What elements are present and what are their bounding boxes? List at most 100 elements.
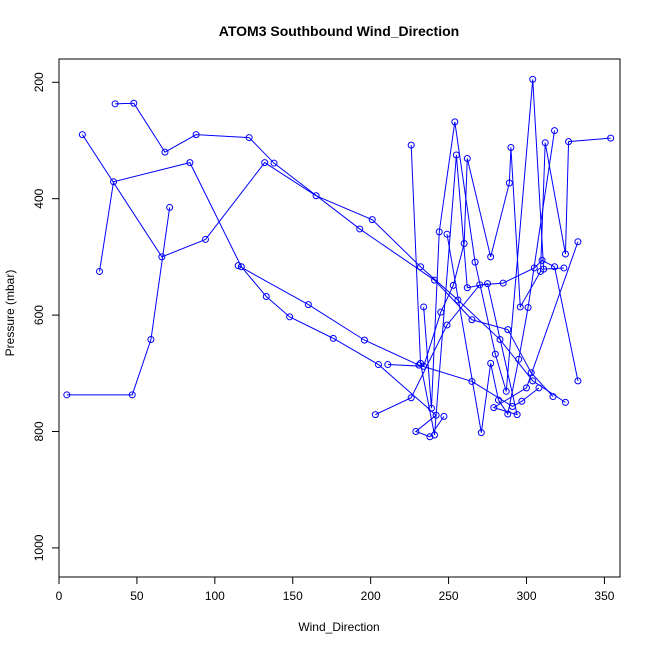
data-point <box>487 253 495 261</box>
data-point <box>484 280 492 288</box>
x-axis-label: Wind_Direction <box>298 620 379 634</box>
series-1 <box>96 159 448 441</box>
data-point <box>412 427 420 435</box>
series-line <box>410 145 579 436</box>
data-point <box>477 429 485 437</box>
x-tick-label: 50 <box>130 589 144 603</box>
series-4 <box>234 262 543 410</box>
data-point <box>130 99 138 107</box>
data-point <box>529 75 537 83</box>
data-point <box>551 127 559 135</box>
data-point <box>262 292 270 300</box>
data-point <box>166 203 174 211</box>
series-9 <box>443 127 559 437</box>
data-point <box>147 336 155 344</box>
data-point <box>407 394 415 402</box>
data-point <box>96 267 104 275</box>
data-point <box>535 384 543 392</box>
series-line <box>446 130 556 433</box>
data-point <box>452 151 460 159</box>
data-point <box>368 216 376 224</box>
series-line <box>81 134 566 403</box>
data-point <box>491 350 499 358</box>
data-point <box>513 411 521 419</box>
data-point <box>507 143 515 151</box>
y-axis: 200 400 600 800 1000 <box>32 72 60 561</box>
x-tick-label: 150 <box>283 589 303 603</box>
data-point <box>523 384 530 392</box>
data-point <box>561 250 569 258</box>
data-point <box>487 359 495 367</box>
x-tick-label: 300 <box>516 589 536 603</box>
data-point <box>356 225 364 233</box>
data-point <box>304 301 312 309</box>
data-point <box>192 131 200 139</box>
series-7 <box>420 75 568 412</box>
y-axis-label: Pressure (mbar) <box>3 270 17 357</box>
data-point <box>384 361 392 369</box>
data-point <box>417 359 425 367</box>
data-point <box>427 404 435 412</box>
series-line <box>66 207 171 396</box>
x-tick-label: 100 <box>205 589 225 603</box>
data-point <box>440 412 448 420</box>
series-line <box>387 137 611 367</box>
data-point <box>426 433 434 441</box>
data-point <box>443 321 451 329</box>
data-point <box>270 159 278 167</box>
data-point <box>538 256 546 264</box>
data-point <box>435 228 443 236</box>
data-point <box>261 159 269 167</box>
series-3 <box>78 131 569 406</box>
data-point <box>415 361 423 369</box>
data-point <box>186 159 194 167</box>
data-point <box>371 411 379 419</box>
data-point <box>518 397 526 405</box>
data-point <box>312 192 320 200</box>
y-tick-label: 600 <box>32 305 46 325</box>
data-point <box>560 264 568 272</box>
data-point <box>551 263 559 271</box>
data-point <box>201 235 209 243</box>
data-point <box>111 100 119 108</box>
x-axis: 0 50 100 150 200 250 300 350 <box>56 576 615 603</box>
data-point <box>504 326 512 334</box>
series-8 <box>407 141 582 439</box>
x-tick-label: 250 <box>439 589 459 603</box>
y-tick-label: 800 <box>32 421 46 441</box>
data-point <box>561 398 569 406</box>
data-point <box>63 391 71 399</box>
data-point <box>574 238 582 246</box>
data-point <box>471 258 479 266</box>
data-point <box>420 303 428 311</box>
data-point <box>245 134 253 142</box>
data-point <box>158 253 166 261</box>
data-point <box>463 155 471 163</box>
series-line <box>375 259 579 416</box>
data-point <box>451 118 459 126</box>
data-point <box>524 304 532 312</box>
data-point <box>504 410 512 418</box>
series-line <box>237 265 540 408</box>
series-0 <box>63 203 174 399</box>
data-point <box>540 265 548 273</box>
data-point <box>161 148 169 156</box>
data-point <box>529 377 537 385</box>
data-point <box>110 178 118 186</box>
data-point <box>463 284 471 292</box>
data-point <box>360 336 368 344</box>
data-point <box>78 131 86 139</box>
data-point <box>443 230 451 238</box>
data-point <box>516 303 524 311</box>
data-point <box>128 391 136 399</box>
data-point <box>515 355 523 363</box>
series-line <box>99 162 445 438</box>
data-point <box>286 313 294 321</box>
series-line <box>423 79 564 409</box>
data-point <box>374 361 382 369</box>
x-tick-label: 350 <box>594 589 614 603</box>
data-point <box>607 134 615 142</box>
data-point <box>574 377 582 385</box>
